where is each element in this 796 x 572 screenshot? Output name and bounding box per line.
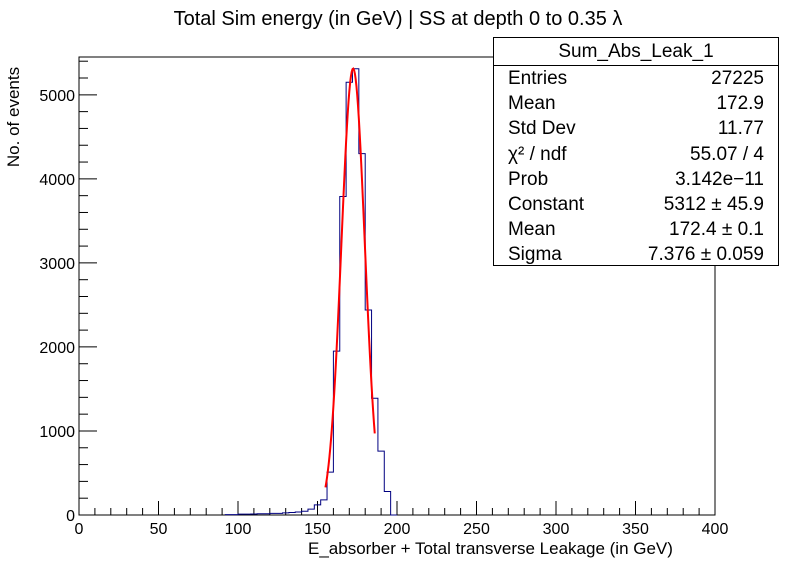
- x-tick-label: 350: [622, 521, 649, 538]
- stats-value: 5312 ± 45.9: [663, 193, 764, 215]
- y-tick-label: 3000: [39, 256, 75, 273]
- y-tick-label: 0: [66, 508, 75, 525]
- stats-value: 172.9: [716, 93, 764, 115]
- stats-row-chi2-ndf: χ² / ndf 55.07 / 4: [494, 142, 778, 167]
- x-tick-label: 150: [304, 521, 331, 538]
- chart-title: Total Sim energy (in GeV) | SS at depth …: [173, 8, 623, 30]
- stats-value: 172.4 ± 0.1: [669, 219, 764, 241]
- stats-value: 11.77: [717, 118, 764, 140]
- stats-key: χ² / ndf: [508, 143, 567, 165]
- histogram-series: [224, 68, 397, 516]
- x-tick-label: 250: [463, 521, 490, 538]
- stats-value: 3.142e−11: [675, 168, 764, 190]
- stats-box-title: Sum_Abs_Leak_1: [494, 38, 778, 66]
- stats-row-std-dev: Std Dev 11.77: [494, 116, 778, 141]
- stats-row-fit-mean: Mean 172.4 ± 0.1: [494, 217, 778, 242]
- x-tick-label: 50: [150, 521, 168, 538]
- y-tick-label: 4000: [39, 172, 75, 189]
- x-tick-label: 200: [384, 521, 411, 538]
- stats-key: Constant: [508, 193, 585, 215]
- y-tick-label: 2000: [39, 340, 75, 357]
- stats-box: Sum_Abs_Leak_1 Entries 27225 Mean 172.9 St…: [493, 37, 779, 266]
- stats-row-constant: Constant 5312 ± 45.9: [494, 192, 778, 217]
- stats-row-mean: Mean 172.9: [494, 91, 778, 116]
- x-tick-label: 0: [75, 521, 84, 538]
- stats-key: Std Dev: [508, 118, 576, 140]
- x-axis-label: E_absorber + Total transverse Leakage (i…: [308, 539, 673, 558]
- stats-row-prob: Prob 3.142e−11: [494, 167, 778, 192]
- axis-tick-labels: 0 50 100 150 200 250 300 350 4000100020003000400…: [39, 88, 728, 538]
- x-tick-label: 300: [543, 521, 570, 538]
- stats-key: Prob: [508, 168, 549, 190]
- y-tick-label: 1000: [39, 424, 75, 441]
- stats-key: Entries: [508, 68, 568, 89]
- y-axis-label: No. of events: [4, 66, 23, 168]
- stats-row-sigma: Sigma 7.376 ± 0.059: [494, 242, 778, 267]
- axis-ticks: [78, 60, 716, 516]
- stats-value: 7.376 ± 0.059: [647, 244, 764, 266]
- x-tick-label: 400: [702, 521, 729, 538]
- gaussian-fit-curve: [324, 67, 376, 488]
- stats-key: Sigma: [508, 244, 562, 266]
- stats-key: Mean: [508, 93, 556, 115]
- stats-row-entries: Entries 27225: [494, 66, 778, 91]
- stats-value: 55.07 / 4: [690, 143, 764, 165]
- stats-key: Mean: [508, 219, 556, 241]
- y-tick-label: 5000: [39, 88, 75, 105]
- x-tick-label: 100: [225, 521, 252, 538]
- stats-value: 27225: [711, 68, 764, 89]
